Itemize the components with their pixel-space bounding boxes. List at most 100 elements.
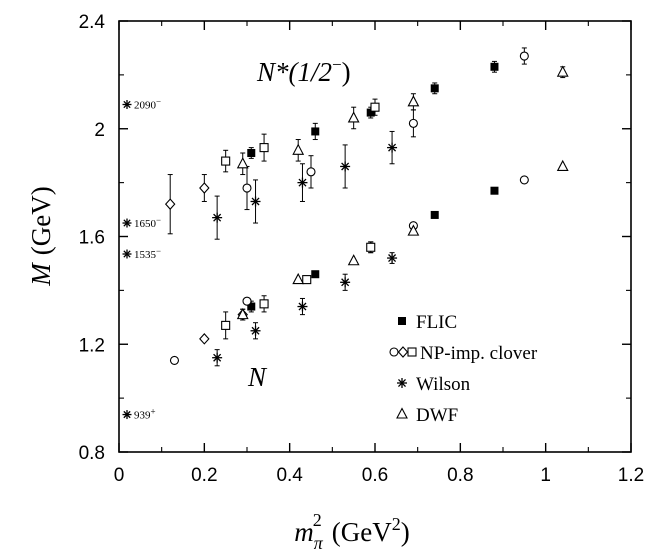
legend-item: DWF <box>396 405 458 426</box>
data-point <box>387 253 398 264</box>
x-axis-label-unit: (GeV <box>332 517 392 547</box>
legend-item: NP-imp. clover <box>389 343 538 364</box>
star-stroke <box>388 254 397 263</box>
data-point <box>247 302 256 311</box>
experimental-mass-label: 939+ <box>134 407 156 422</box>
data-point <box>366 108 375 117</box>
experimental-mass-parity: − <box>156 246 161 256</box>
data-point <box>407 224 420 236</box>
legend-label: FLIC <box>416 312 457 333</box>
data-point <box>221 320 231 330</box>
plot-frame <box>118 20 632 453</box>
legend-marker <box>407 347 417 357</box>
data-point <box>169 355 180 365</box>
data-point <box>242 183 252 193</box>
x-axis-label: mπ2 (GeV2) <box>294 510 410 553</box>
data-point <box>236 157 249 169</box>
experimental-mass-parity: + <box>151 407 156 417</box>
y-tick-label: 2 <box>94 120 105 141</box>
y-tick-label: 1.2 <box>79 335 105 356</box>
data-point <box>297 177 308 188</box>
experimental-mass-label: 1650− <box>134 215 161 230</box>
experimental-mass-marker <box>122 218 132 228</box>
experimental-mass-parity: − <box>156 97 161 107</box>
x-tick-label: 0 <box>114 465 125 486</box>
experimental-mass-marker <box>122 100 132 110</box>
data-point <box>556 159 569 172</box>
x-tick-label: 0.8 <box>447 465 473 486</box>
data-point <box>490 62 499 71</box>
star-stroke <box>298 178 307 187</box>
data-point <box>292 143 305 155</box>
legend-marker <box>396 407 408 419</box>
y-tick-labels: 0.8 1.2 1.6 2 2.4 <box>79 12 106 464</box>
star-stroke <box>213 213 222 222</box>
data-point <box>311 270 320 279</box>
data-point <box>250 325 261 336</box>
data-point <box>247 148 256 157</box>
data-point <box>302 275 312 285</box>
svg-text:M(GeV): M (GeV) <box>26 186 56 286</box>
y-tick-label: 1.6 <box>79 228 105 249</box>
data-point <box>407 95 420 107</box>
data-point <box>556 65 569 77</box>
x-tick-label: 0.4 <box>276 465 303 486</box>
experimental-mass-marker <box>122 410 132 420</box>
experimental-masses: 2090− 1650− 1535− 939+ <box>122 97 161 422</box>
star-stroke <box>388 143 397 152</box>
legend: FLIC NP-imp. clover Wilson DWF <box>389 312 538 426</box>
axis-ticks <box>118 20 632 453</box>
data-point <box>519 175 529 185</box>
experimental-mass-parity: − <box>156 215 161 225</box>
data-point <box>340 161 351 172</box>
star-stroke <box>251 326 260 335</box>
legend-item: Wilson <box>397 374 471 395</box>
star-stroke <box>213 353 222 362</box>
legend-label: DWF <box>416 405 458 426</box>
data-point <box>212 352 223 363</box>
data-point <box>199 333 210 345</box>
data-point <box>250 196 261 207</box>
experimental-mass-marker <box>122 249 132 259</box>
data-point <box>259 299 269 309</box>
data-point <box>347 111 360 123</box>
data-point <box>430 84 439 93</box>
y-axis-label: M (GeV) <box>26 186 56 286</box>
star-stroke <box>298 302 307 311</box>
star-stroke <box>341 162 350 171</box>
x-tick-labels: 0 0.2 0.4 0.6 0.8 1 1.2 <box>114 465 645 486</box>
y-tick-label: 2.4 <box>79 12 106 33</box>
x-tick-label: 1.2 <box>618 465 644 486</box>
y-axis-label-symbol: M <box>26 262 56 287</box>
data-point <box>408 118 418 128</box>
data-point <box>297 301 308 312</box>
star-stroke <box>398 379 406 387</box>
data-point <box>311 127 320 136</box>
x-tick-label: 0.2 <box>191 465 217 486</box>
nstar-annotation: N*(1/2−) <box>256 55 351 87</box>
data-point <box>430 210 439 219</box>
star-stroke <box>123 250 131 258</box>
y-axis-label-unit: (GeV) <box>26 186 56 255</box>
data-point <box>347 254 360 266</box>
data-point <box>236 307 249 320</box>
y-tick-label: 0.8 <box>79 443 105 464</box>
x-axis-label-sub: π <box>314 533 324 553</box>
data-point <box>370 102 380 112</box>
x-tick-label: 1 <box>540 465 551 486</box>
legend-marker <box>398 317 406 325</box>
x-axis-label-sup: 2 <box>313 510 322 530</box>
x-tick-label: 0.6 <box>362 465 388 486</box>
legend-marker <box>397 346 409 358</box>
star-stroke <box>341 278 350 287</box>
data-marks <box>164 47 569 367</box>
data-point <box>340 277 351 288</box>
n-annotation: N <box>247 362 268 392</box>
star-stroke <box>251 197 260 206</box>
legend-label: NP-imp. clover <box>420 343 538 364</box>
experimental-mass-label: 1535− <box>134 246 161 261</box>
data-point <box>164 198 176 210</box>
data-point <box>242 296 252 306</box>
star-stroke <box>123 410 131 419</box>
